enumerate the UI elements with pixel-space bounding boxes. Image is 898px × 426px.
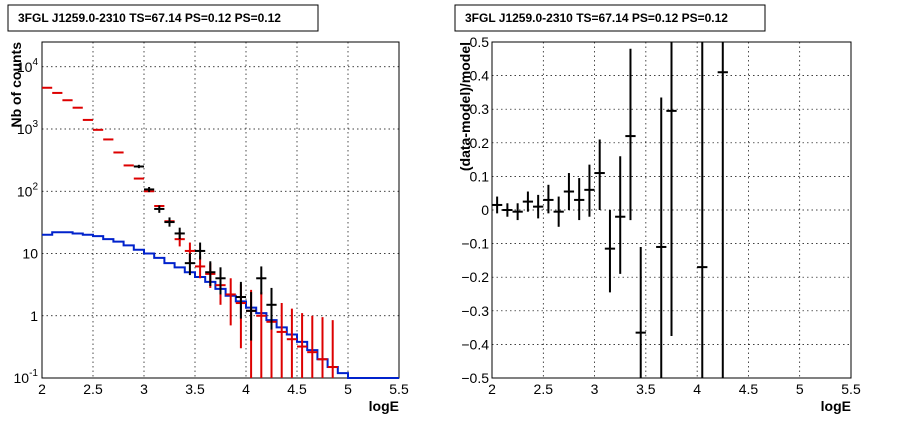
data-point — [133, 164, 144, 169]
data-point — [164, 217, 175, 227]
right-y-axis-title: (data-model)/model — [457, 42, 473, 171]
residual-point — [492, 196, 503, 214]
data-point — [184, 253, 195, 276]
right-chart-title: 3FGL J1259.0-2310 TS=67.14 PS=0.12 PS=0.… — [465, 11, 728, 25]
left-x-tick-label: 5 — [344, 381, 352, 397]
data-point — [205, 261, 216, 287]
left-y-tick-label: 104 — [17, 57, 39, 75]
left-chart-title: 3FGL J1259.0-2310 TS=67.14 PS=0.12 PS=0.… — [18, 11, 281, 25]
residual-point — [625, 48, 636, 221]
right-y-tick-label: 0.3 — [470, 101, 490, 117]
right-y-tick-label: 0.2 — [470, 135, 490, 151]
model-point — [286, 308, 297, 378]
residual-point — [584, 164, 595, 217]
right-x-tick-label: 5 — [796, 381, 804, 397]
data-point — [215, 267, 226, 295]
left-x-tick-label: 4.5 — [287, 381, 307, 397]
data-series — [133, 164, 277, 341]
left-title-box — [7, 4, 319, 32]
right-x-tick-label: 5.5 — [841, 381, 861, 397]
residual-point — [594, 139, 605, 210]
residual-point — [717, 42, 728, 378]
right-x-tick-label: 3.5 — [636, 381, 656, 397]
model-point — [317, 317, 328, 378]
data-point — [195, 242, 206, 260]
left-y-tick-label: 102 — [17, 181, 39, 199]
data-point — [246, 292, 257, 341]
residual-point — [543, 184, 554, 214]
right-x-axis-title: logE — [821, 398, 851, 414]
right-y-tick-label: −0.4 — [461, 336, 489, 352]
right-x-tick-label: 2 — [488, 381, 496, 397]
data-point — [154, 205, 165, 213]
left-plot-frame — [41, 41, 400, 379]
right-y-tick-label: −0.3 — [461, 303, 489, 319]
left-x-tick-label: 4 — [242, 381, 250, 397]
right-y-tick-label: −0.2 — [461, 269, 489, 285]
right-title-box — [454, 4, 766, 32]
left-x-axis-title: logE — [369, 398, 399, 414]
model-point — [225, 278, 236, 326]
right-y-tick-label: 0 — [481, 202, 489, 218]
right-x-tick-label: 3 — [591, 381, 599, 397]
model-point — [195, 256, 206, 279]
residual-chart: 3FGL J1259.0-2310 TS=67.14 PS=0.12 PS=0.… — [454, 4, 861, 414]
left-x-tick-label: 3.5 — [185, 381, 205, 397]
right-y-tick-labels: −0.5 −0.4 −0.3 −0.2 −0.1 0 0.1 0.2 0.3 0.4 0.5 — [461, 34, 489, 386]
residual-point — [604, 210, 616, 293]
model-point — [307, 315, 318, 378]
left-y-tick-labels: 10-1 1 10 102 103 104 — [14, 57, 39, 386]
data-point — [144, 187, 155, 193]
right-x-tick-label: 4.5 — [739, 381, 759, 397]
data-point — [174, 227, 185, 240]
data-point — [235, 281, 246, 319]
residual-point — [574, 178, 585, 221]
left-y-axis-title: Nb of counts — [8, 42, 24, 128]
left-y-tick-label: 10 — [22, 246, 38, 262]
right-grid — [492, 42, 851, 378]
counts-chart: 3FGL J1259.0-2310 TS=67.14 PS=0.12 PS=0.… — [7, 4, 409, 414]
left-x-tick-label: 3 — [140, 381, 148, 397]
left-x-tick-label: 5.5 — [389, 381, 409, 397]
left-grid — [42, 42, 399, 378]
model-point — [256, 292, 267, 378]
right-x-tick-labels: 2 2.5 3 3.5 4 4.5 5 5.5 — [488, 381, 861, 397]
residual-point — [615, 156, 626, 274]
residual-point — [563, 173, 575, 210]
left-y-tick-label: 1 — [30, 308, 38, 324]
left-x-tick-label: 2.5 — [83, 381, 103, 397]
residual-point — [656, 97, 667, 378]
background-model-histogram — [42, 231, 399, 379]
residual-point — [533, 194, 544, 219]
residual-point — [666, 42, 677, 336]
residual-point — [512, 203, 523, 221]
right-y-tick-label: 0.5 — [470, 34, 490, 50]
residual-point — [522, 191, 534, 212]
right-y-tick-label: 0.1 — [470, 168, 490, 184]
model-point — [327, 320, 338, 378]
right-x-tick-label: 4 — [693, 381, 701, 397]
residual-point — [553, 196, 564, 227]
left-y-tick-label: 103 — [17, 119, 39, 137]
residual-point — [635, 246, 646, 378]
left-y-tick-label: 10-1 — [14, 368, 39, 386]
model-point — [276, 303, 287, 378]
residual-point — [502, 203, 513, 217]
left-x-tick-labels: 2 2.5 3 3.5 4 4.5 5 5.5 — [38, 381, 409, 397]
data-point — [266, 287, 277, 330]
data-point — [256, 266, 267, 295]
model-point — [297, 313, 308, 378]
right-y-tick-label: −0.5 — [461, 370, 489, 386]
background-step-line — [42, 231, 399, 379]
left-x-tick-label: 2 — [38, 381, 46, 397]
residual-point — [697, 42, 708, 378]
residual-series — [492, 42, 728, 378]
right-y-tick-label: −0.1 — [461, 236, 489, 252]
right-y-tick-label: 0.4 — [470, 68, 490, 84]
right-x-tick-label: 2.5 — [534, 381, 554, 397]
